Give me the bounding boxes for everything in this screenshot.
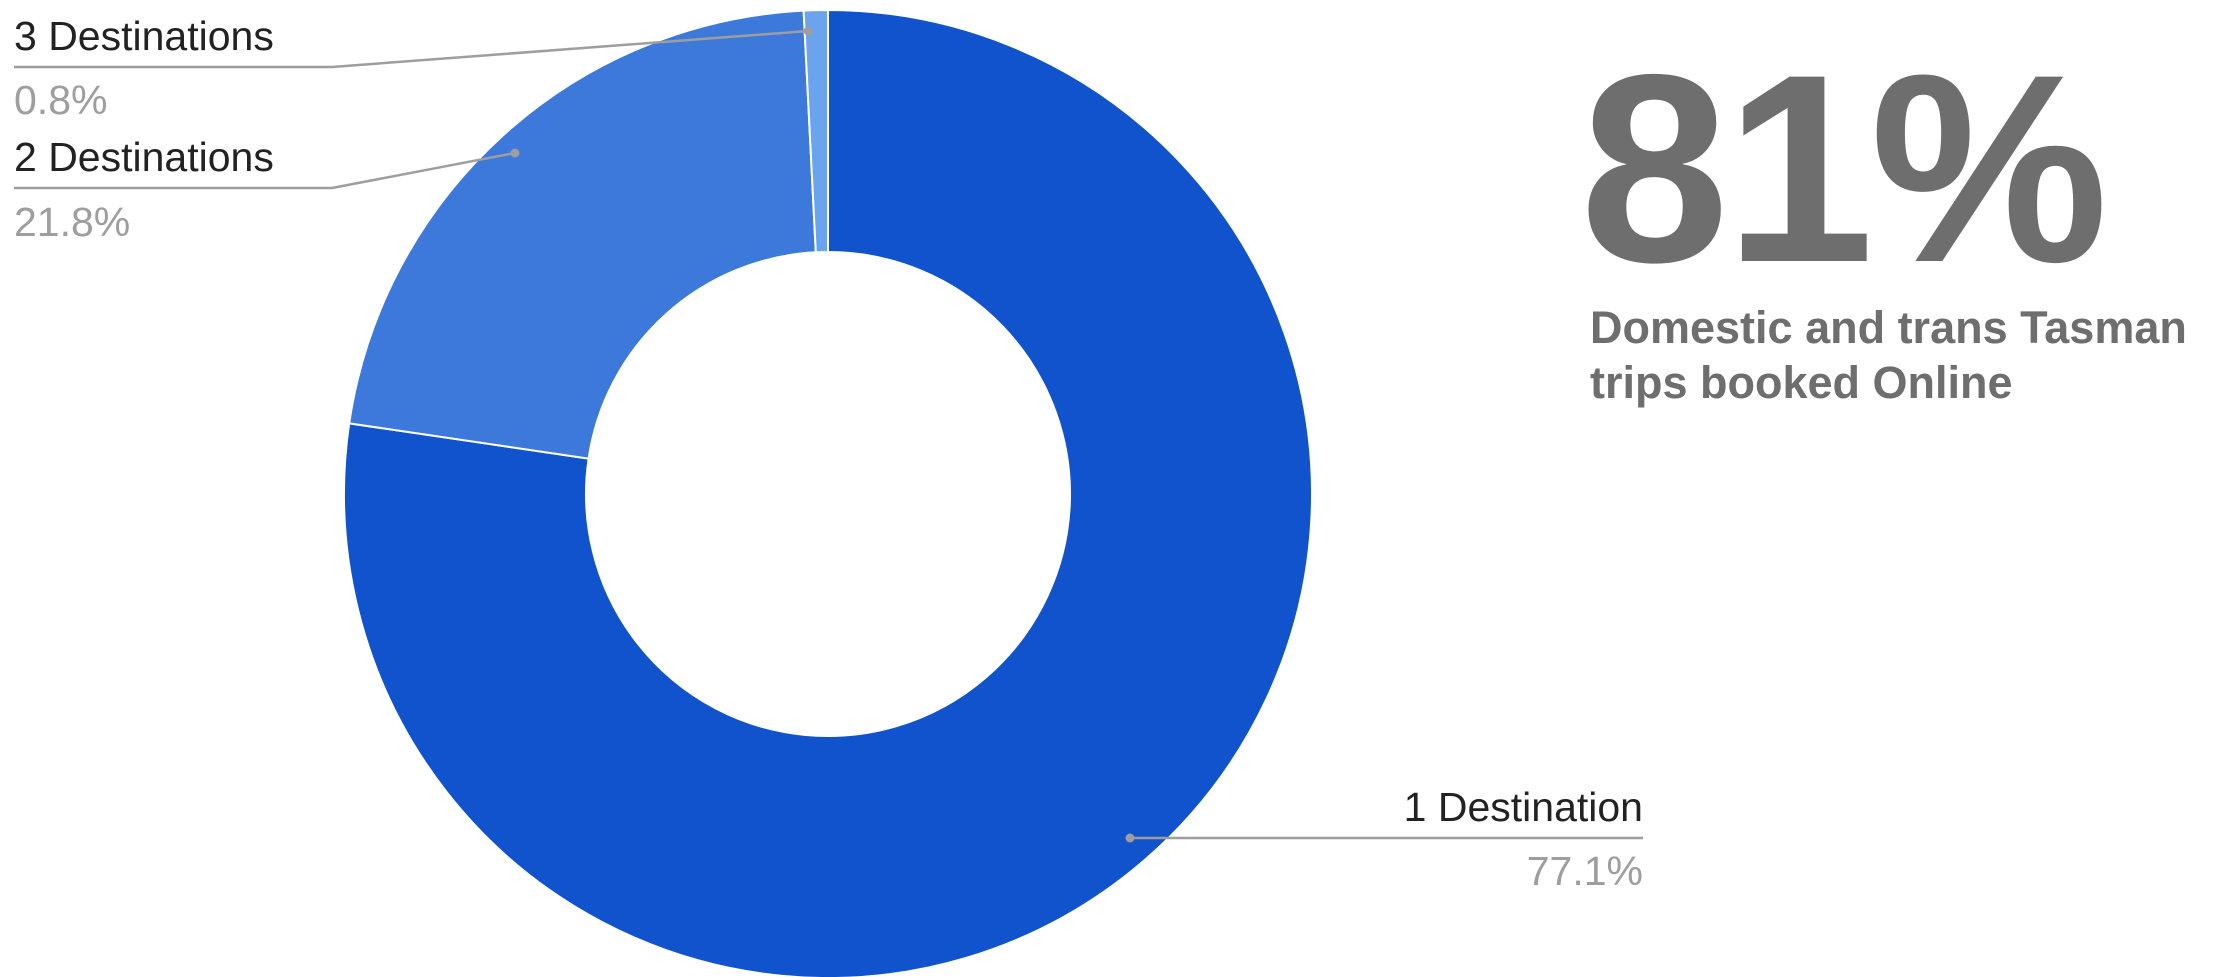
slice-value-3-destinations: 0.8% xyxy=(14,77,107,123)
slice-value-1-destination: 77.1% xyxy=(1527,848,1643,894)
leader-2-destinations xyxy=(14,148,520,190)
slice-label-2-destinations: 2 Destinations xyxy=(14,134,274,180)
slice-3-destinations xyxy=(802,8,829,254)
slice-value-2-destinations: 21.8% xyxy=(14,199,130,245)
online-booking-caption: Domestic and trans Tasman trips booked O… xyxy=(1590,300,2230,410)
leader-3-destinations xyxy=(14,26,813,69)
slice-label-3-destinations: 3 Destinations xyxy=(14,13,274,59)
donut-slices xyxy=(343,8,1313,977)
slice-1-destination xyxy=(343,8,1313,977)
online-booking-percentage: 81% xyxy=(1580,18,2108,318)
leader-1-destination xyxy=(1125,833,1643,843)
slice-2-destinations xyxy=(348,9,817,460)
slice-label-1-destination: 1 Destination xyxy=(1404,784,1643,830)
caption-line-2: trips booked Online xyxy=(1590,357,2013,408)
caption-line-1: Domestic and trans Tasman xyxy=(1590,302,2187,353)
